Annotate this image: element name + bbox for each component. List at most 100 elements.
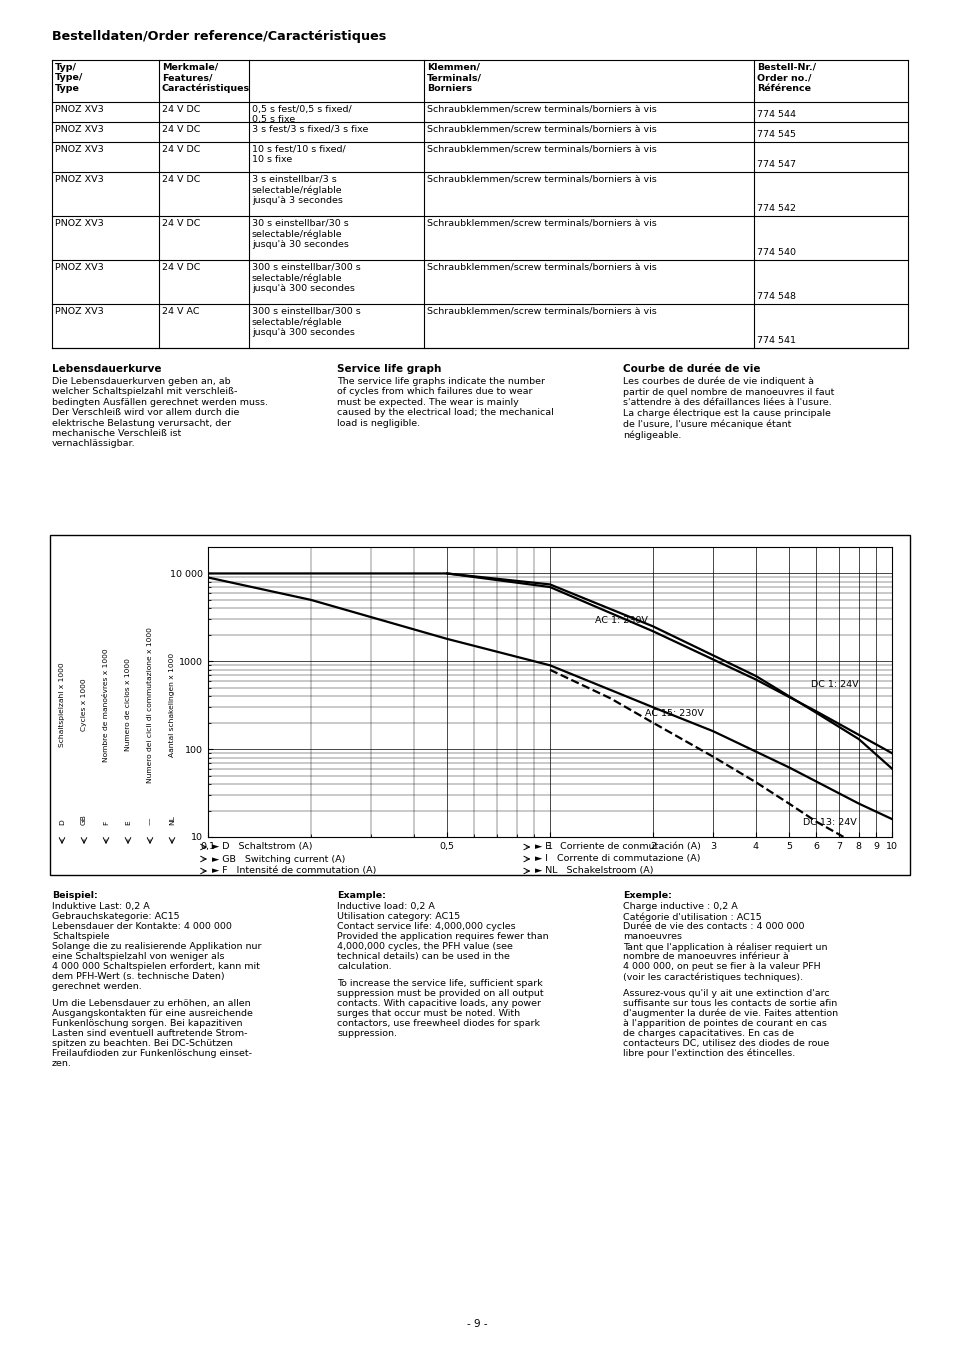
Text: 774 542: 774 542	[756, 204, 795, 213]
Text: Bestell-Nr./
Order no./
Référence: Bestell-Nr./ Order no./ Référence	[756, 63, 815, 93]
Text: Schaltspielzahl x 1000: Schaltspielzahl x 1000	[59, 663, 65, 747]
Text: 774 544: 774 544	[756, 109, 795, 119]
Text: manoeuvres: manoeuvres	[622, 932, 681, 942]
Text: 24 V DC: 24 V DC	[162, 219, 200, 228]
Text: 300 s einstellbar/300 s
selectable/réglable
jusqu'à 300 secondes: 300 s einstellbar/300 s selectable/régla…	[252, 263, 360, 293]
Text: 774 545: 774 545	[756, 130, 795, 139]
Text: Les courbes de durée de vie indiquent à
partir de quel nombre de manoeuvres il f: Les courbes de durée de vie indiquent à …	[622, 377, 833, 440]
Text: eine Schaltspielzahl von weniger als: eine Schaltspielzahl von weniger als	[52, 952, 224, 961]
Text: Courbe de durée de vie: Courbe de durée de vie	[622, 363, 760, 374]
Text: surges that occur must be noted. With: surges that occur must be noted. With	[337, 1009, 520, 1019]
Text: ► I   Corrente di commutazione (A): ► I Corrente di commutazione (A)	[535, 854, 700, 863]
Text: 774 541: 774 541	[756, 336, 795, 345]
Text: Um die Lebensdauer zu erhöhen, an allen: Um die Lebensdauer zu erhöhen, an allen	[52, 998, 251, 1008]
Text: Provided the application requires fewer than: Provided the application requires fewer …	[337, 932, 548, 942]
Text: AC 1: 230V: AC 1: 230V	[594, 616, 647, 626]
Text: Schraubklemmen/screw terminals/borniers à vis: Schraubklemmen/screw terminals/borniers …	[427, 176, 657, 184]
Text: Gebrauchskategorie: AC15: Gebrauchskategorie: AC15	[52, 912, 179, 921]
Text: Lebensdauerkurve: Lebensdauerkurve	[52, 363, 161, 374]
Text: Klemmen/
Terminals/
Borniers: Klemmen/ Terminals/ Borniers	[427, 63, 482, 93]
Text: DC 13: 24V: DC 13: 24V	[802, 817, 856, 827]
Text: Service life graph: Service life graph	[337, 363, 441, 374]
Text: Aantal schakelingen x 1000: Aantal schakelingen x 1000	[169, 653, 174, 757]
Text: technical details) can be used in the: technical details) can be used in the	[337, 952, 510, 961]
Text: Tant que l'application à réaliser requiert un: Tant que l'application à réaliser requie…	[622, 942, 826, 951]
Text: Schraubklemmen/screw terminals/borniers à vis: Schraubklemmen/screw terminals/borniers …	[427, 263, 657, 272]
Text: PNOZ XV3: PNOZ XV3	[55, 126, 104, 134]
Text: 4 000 000, on peut se fier à la valeur PFH: 4 000 000, on peut se fier à la valeur P…	[622, 962, 820, 971]
Text: contacteurs DC, utilisez des diodes de roue: contacteurs DC, utilisez des diodes de r…	[622, 1039, 828, 1048]
Text: Inductive load: 0,2 A: Inductive load: 0,2 A	[337, 902, 435, 911]
Text: PNOZ XV3: PNOZ XV3	[55, 176, 104, 184]
Text: 24 V DC: 24 V DC	[162, 126, 200, 134]
Text: NL: NL	[169, 815, 174, 825]
Text: AC 15: 230V: AC 15: 230V	[644, 708, 703, 717]
Text: dem PFH-Wert (s. technische Daten): dem PFH-Wert (s. technische Daten)	[52, 971, 224, 981]
Text: 774 540: 774 540	[756, 249, 795, 257]
Text: ► GB   Switching current (A): ► GB Switching current (A)	[212, 854, 345, 863]
Text: PNOZ XV3: PNOZ XV3	[55, 219, 104, 228]
Text: 30 s einstellbar/30 s
selectable/réglable
jusqu'à 30 secondes: 30 s einstellbar/30 s selectable/réglabl…	[252, 219, 349, 250]
Text: Merkmale/
Features/
Caractéristiques: Merkmale/ Features/ Caractéristiques	[162, 63, 250, 93]
Text: Die Lebensdauerkurven geben an, ab
welcher Schaltspielzahl mit verschleiß-
bedin: Die Lebensdauerkurven geben an, ab welch…	[52, 377, 268, 449]
Text: ► F   Intensité de commutation (A): ► F Intensité de commutation (A)	[212, 866, 376, 875]
Text: Induktive Last: 0,2 A: Induktive Last: 0,2 A	[52, 902, 150, 911]
Text: PNOZ XV3: PNOZ XV3	[55, 105, 104, 113]
Text: 4 000 000 Schaltspielen erfordert, kann mit: 4 000 000 Schaltspielen erfordert, kann …	[52, 962, 259, 971]
Text: 774 547: 774 547	[756, 159, 795, 169]
Text: (voir les caractéristiques techniques).: (voir les caractéristiques techniques).	[622, 971, 802, 981]
Text: DC 1: 24V: DC 1: 24V	[810, 681, 858, 689]
Text: Numero dei cicli di commutazione x 1000: Numero dei cicli di commutazione x 1000	[147, 627, 152, 784]
Text: ► NL   Schakelstroom (A): ► NL Schakelstroom (A)	[535, 866, 653, 875]
Text: zen.: zen.	[52, 1059, 71, 1069]
Text: Catégorie d'utilisation : AC15: Catégorie d'utilisation : AC15	[622, 912, 760, 921]
Text: 774 548: 774 548	[756, 292, 795, 301]
Text: F: F	[103, 821, 109, 825]
Text: Durée de vie des contacts : 4 000 000: Durée de vie des contacts : 4 000 000	[622, 921, 803, 931]
Text: Lasten sind eventuell auftretende Strom-: Lasten sind eventuell auftretende Strom-	[52, 1029, 247, 1038]
Text: 0,5 s fest/0,5 s fixed/
0,5 s fixe: 0,5 s fest/0,5 s fixed/ 0,5 s fixe	[252, 105, 352, 124]
Text: calculation.: calculation.	[337, 962, 392, 971]
Text: Numero de ciclos x 1000: Numero de ciclos x 1000	[125, 658, 131, 751]
Bar	[50, 535, 909, 875]
Text: Schraubklemmen/screw terminals/borniers à vis: Schraubklemmen/screw terminals/borniers …	[427, 219, 657, 228]
Text: Schraubklemmen/screw terminals/borniers à vis: Schraubklemmen/screw terminals/borniers …	[427, 145, 657, 154]
Text: de charges capacitatives. En cas de: de charges capacitatives. En cas de	[622, 1029, 793, 1038]
Text: Ausgangskontakten für eine ausreichende: Ausgangskontakten für eine ausreichende	[52, 1009, 253, 1019]
Text: contactors, use freewheel diodes for spark: contactors, use freewheel diodes for spa…	[337, 1019, 539, 1028]
Text: 10 s fest/10 s fixed/
10 s fixe: 10 s fest/10 s fixed/ 10 s fixe	[252, 145, 345, 165]
Text: GB: GB	[81, 815, 87, 825]
Text: To increase the service life, sufficient spark: To increase the service life, sufficient…	[337, 979, 542, 988]
Text: 3 s einstellbar/3 s
selectable/réglable
jusqu'à 3 secondes: 3 s einstellbar/3 s selectable/réglable …	[252, 176, 342, 205]
Text: gerechnet werden.: gerechnet werden.	[52, 982, 142, 992]
Text: Charge inductive : 0,2 A: Charge inductive : 0,2 A	[622, 902, 737, 911]
Text: Utilisation category: AC15: Utilisation category: AC15	[337, 912, 460, 921]
Text: Beispiel:: Beispiel:	[52, 892, 97, 900]
Text: 24 V DC: 24 V DC	[162, 263, 200, 272]
Text: 24 V DC: 24 V DC	[162, 105, 200, 113]
Text: 24 V DC: 24 V DC	[162, 176, 200, 184]
Text: suppression must be provided on all output: suppression must be provided on all outp…	[337, 989, 543, 998]
Text: ► E   Corriente de conmutación (A): ► E Corriente de conmutación (A)	[535, 843, 700, 851]
Text: Example:: Example:	[337, 892, 386, 900]
Text: Schraubklemmen/screw terminals/borniers à vis: Schraubklemmen/screw terminals/borniers …	[427, 307, 657, 316]
Text: 24 V DC: 24 V DC	[162, 145, 200, 154]
Text: ► D   Schaltstrom (A): ► D Schaltstrom (A)	[212, 843, 313, 851]
Text: nombre de manoeuvres inférieur à: nombre de manoeuvres inférieur à	[622, 952, 787, 961]
Text: Bestelldaten/Order reference/Caractéristiques: Bestelldaten/Order reference/Caractérist…	[52, 30, 386, 43]
Text: —: —	[147, 817, 152, 825]
Text: spitzen zu beachten. Bei DC-Schützen: spitzen zu beachten. Bei DC-Schützen	[52, 1039, 233, 1048]
Text: D: D	[59, 819, 65, 825]
Text: The service life graphs indicate the number
of cycles from which failures due to: The service life graphs indicate the num…	[337, 377, 554, 428]
Text: PNOZ XV3: PNOZ XV3	[55, 145, 104, 154]
Text: suppression.: suppression.	[337, 1029, 396, 1038]
Text: Solange die zu realisierende Applikation nur: Solange die zu realisierende Applikation…	[52, 942, 261, 951]
Text: Cycles x 1000: Cycles x 1000	[81, 678, 87, 731]
Text: contacts. With capacitive loads, any power: contacts. With capacitive loads, any pow…	[337, 998, 540, 1008]
Text: à l'apparition de pointes de courant en cas: à l'apparition de pointes de courant en …	[622, 1019, 825, 1028]
Text: Lebensdauer der Kontakte: 4 000 000: Lebensdauer der Kontakte: 4 000 000	[52, 921, 232, 931]
Text: d'augmenter la durée de vie. Faites attention: d'augmenter la durée de vie. Faites atte…	[622, 1009, 837, 1019]
Text: libre pour l'extinction des étincelles.: libre pour l'extinction des étincelles.	[622, 1048, 794, 1058]
Text: Exemple:: Exemple:	[622, 892, 671, 900]
Text: 24 V AC: 24 V AC	[162, 307, 199, 316]
